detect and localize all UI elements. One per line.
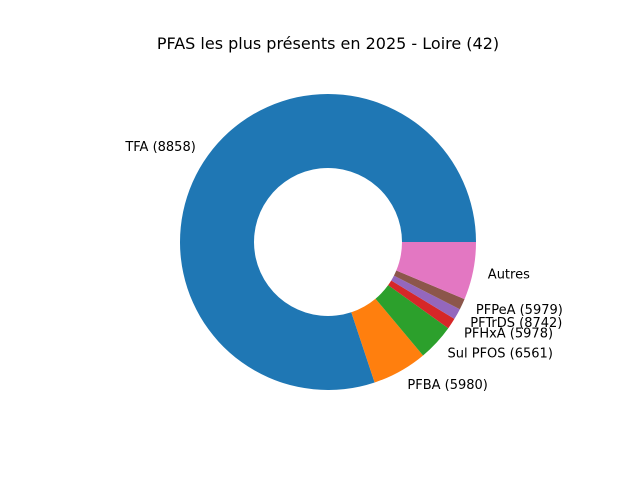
slice-3	[388, 280, 455, 329]
slice-6	[396, 242, 476, 300]
slice-label-3: PFHxA (5978)	[464, 327, 553, 342]
slice-label-2: Sul PFOS (6561)	[448, 346, 553, 361]
slice-label-6: Autres	[488, 268, 530, 283]
slice-1	[351, 298, 424, 383]
slice-0	[180, 93, 477, 390]
slice-label-1: PFBA (5980)	[407, 378, 488, 393]
slice-2	[375, 285, 449, 356]
slice-labels: TFA (8858) PFBA (5980) Sul PFOS (6561) PFHx…	[124, 140, 563, 393]
slice-5	[393, 270, 465, 310]
slice-label-4: PFTrDS (8742)	[470, 316, 562, 331]
slice-4	[391, 275, 460, 319]
slice-label-0: TFA (8858)	[124, 140, 195, 155]
slice-label-5: PFPeA (5979)	[476, 303, 563, 318]
chart-title: PFAS les plus présents en 2025 - Loire (…	[157, 34, 499, 53]
donut-slices	[180, 93, 477, 390]
